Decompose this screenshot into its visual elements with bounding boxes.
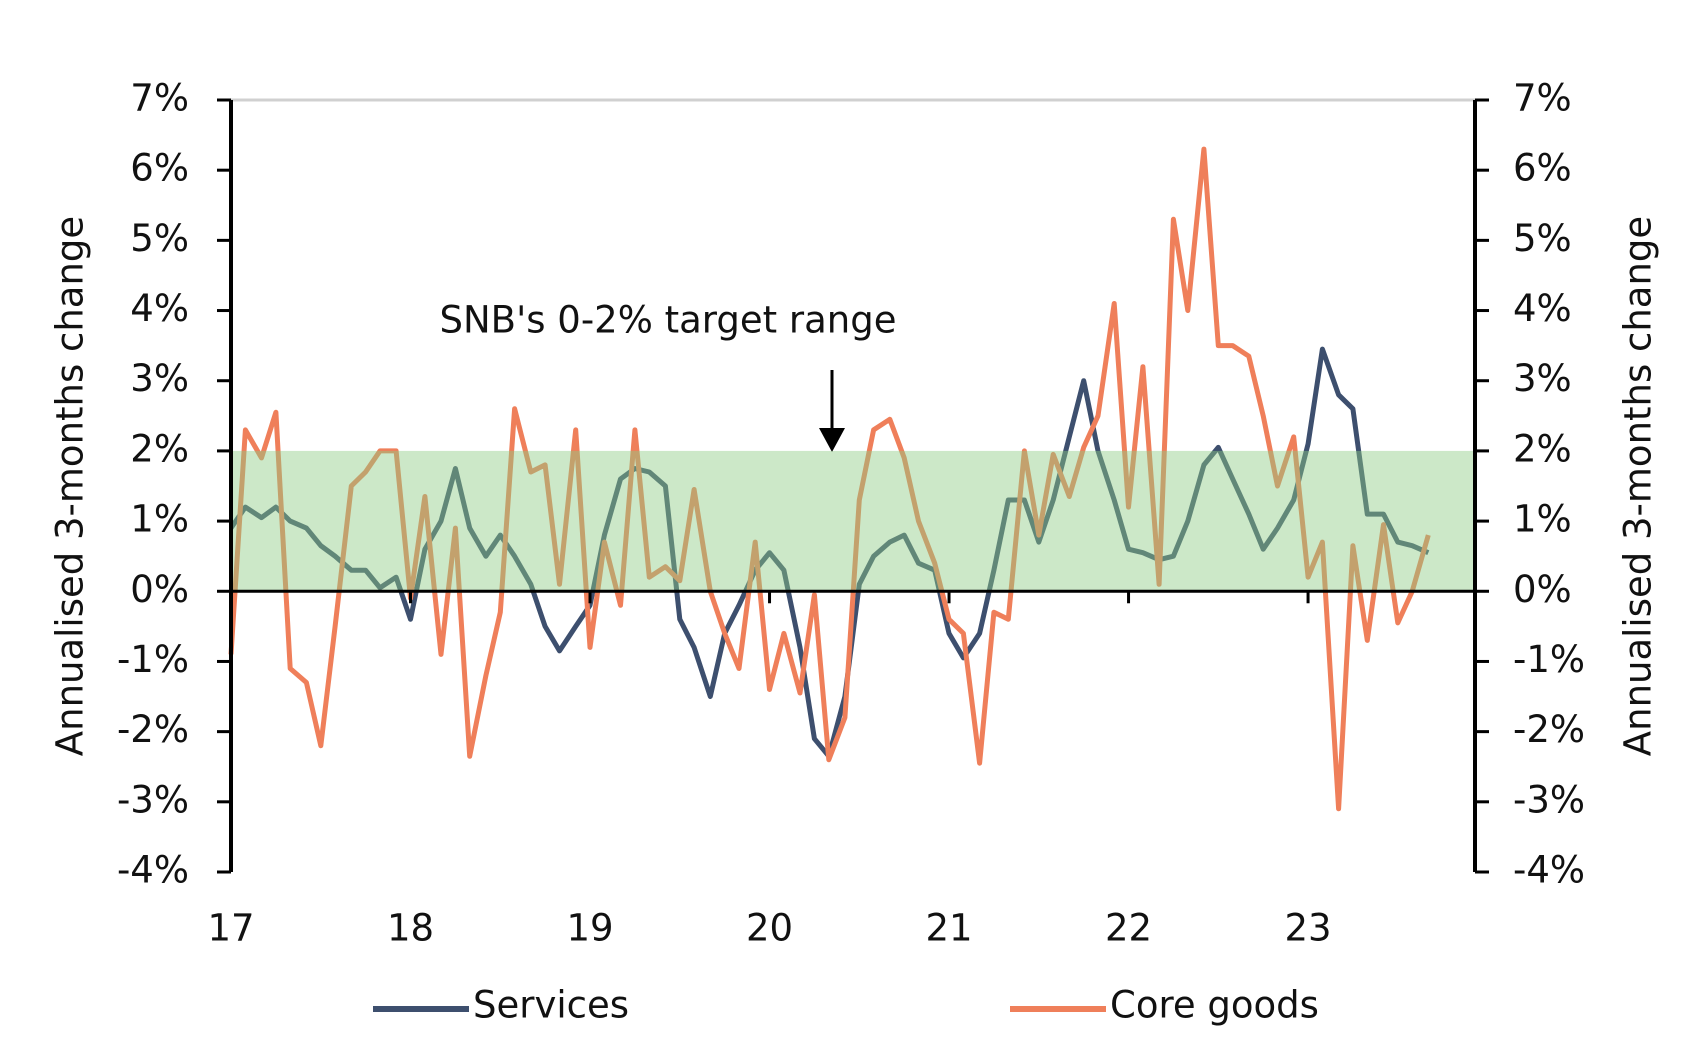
x-tick-label: 22	[1105, 907, 1152, 950]
legend-label: Services	[473, 984, 629, 1027]
y2-axis-label: Annualised 3-months change	[1617, 216, 1660, 756]
y-tick-label: 5%	[130, 217, 189, 260]
annotation: SNB's 0-2% target range	[440, 299, 897, 342]
y-axis-label: Annualised 3-months change	[49, 216, 92, 756]
y-tick-label: 0%	[130, 568, 189, 611]
y-tick-label: -2%	[117, 708, 189, 751]
annotation-arrowhead	[819, 428, 845, 452]
y-tick-label: -1%	[117, 638, 189, 681]
y2-tick-label: 3%	[1513, 357, 1572, 400]
y2-tick-label: 0%	[1513, 568, 1572, 611]
x-tick-label: 18	[387, 907, 434, 950]
x-tick-label: 23	[1285, 907, 1332, 950]
y-tick-label: -3%	[117, 778, 189, 821]
y2-tick-label: -1%	[1513, 638, 1585, 681]
y2-tick-label: 2%	[1513, 427, 1572, 470]
y2-tick-label: 7%	[1513, 77, 1572, 120]
y-tick-label: 1%	[130, 498, 189, 541]
y2-tick-label: -3%	[1513, 778, 1585, 821]
target-band	[231, 450, 1475, 592]
y2-tick-label: -2%	[1513, 708, 1585, 751]
y2-tick-label: 5%	[1513, 217, 1572, 260]
y-tick-label: 6%	[130, 147, 189, 190]
x-tick-label: 20	[746, 907, 793, 950]
y2-tick-label: -4%	[1513, 849, 1585, 892]
series-line	[228, 146, 1431, 812]
x-tick-label: 17	[207, 907, 254, 950]
y-tick-label: 4%	[130, 287, 189, 330]
y-tick-label: 2%	[130, 427, 189, 470]
y-tick-label: 3%	[130, 357, 189, 400]
y-tick-label: 7%	[130, 77, 189, 120]
y2-tick-label: 6%	[1513, 147, 1572, 190]
y2-tick-label: 4%	[1513, 287, 1572, 330]
legend-label: Core goods	[1110, 984, 1319, 1027]
x-tick-label: 19	[566, 907, 613, 950]
x-tick-label: 21	[925, 907, 972, 950]
y2-tick-label: 1%	[1513, 498, 1572, 541]
y-tick-label: -4%	[117, 849, 189, 892]
